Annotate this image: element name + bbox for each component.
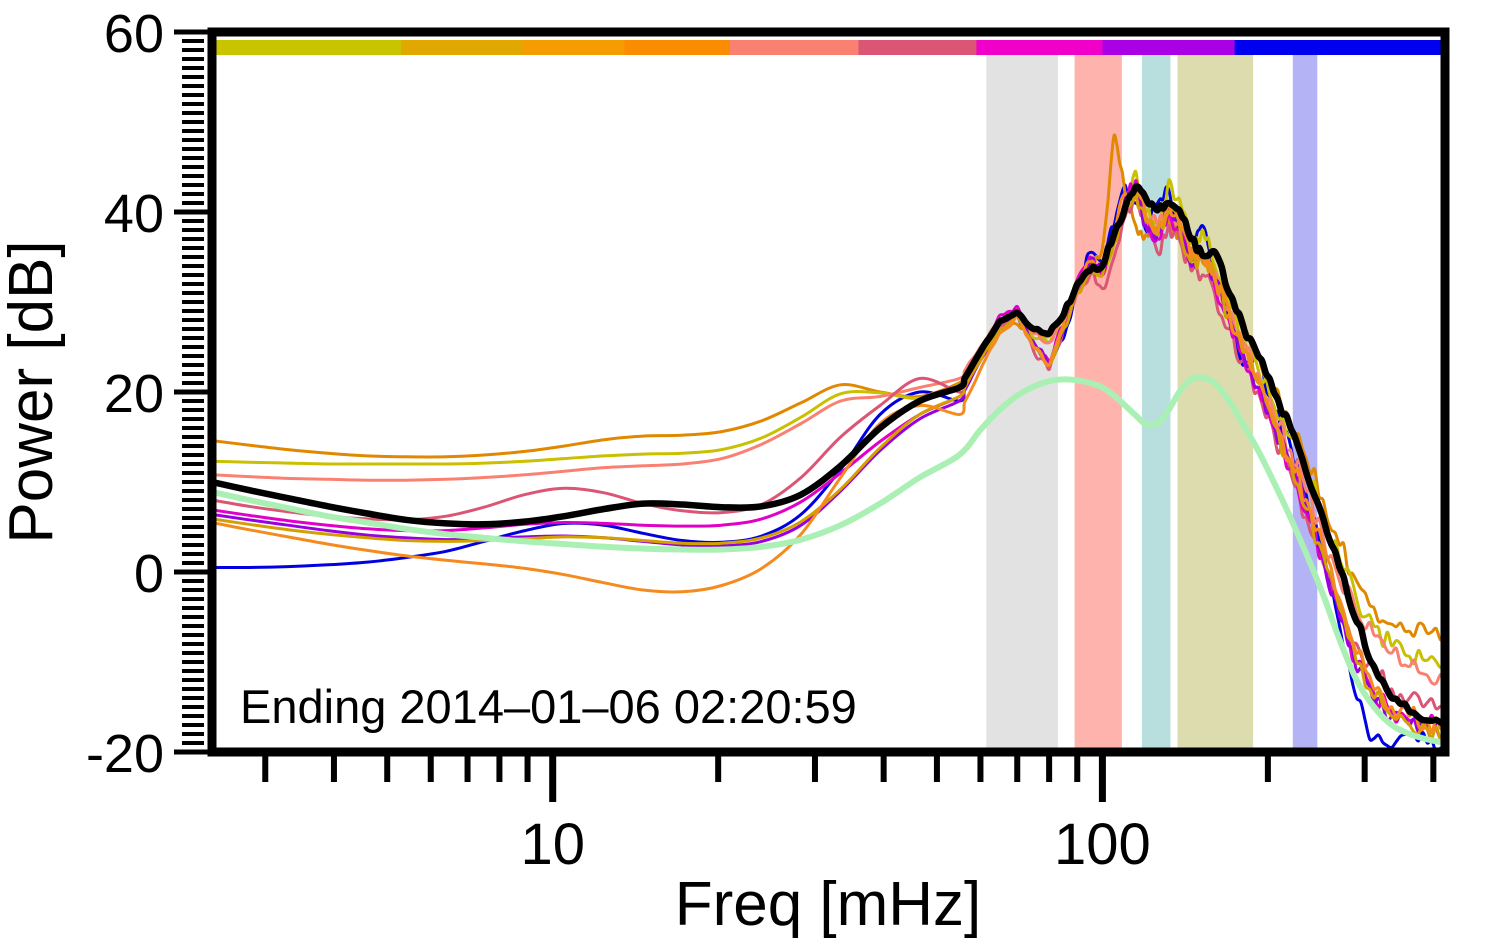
colorbar-band-2 — [401, 40, 524, 55]
highlight-periwinkle — [1292, 52, 1318, 752]
colorbar-band-3 — [522, 40, 626, 55]
colorbar-band-8 — [1102, 40, 1236, 55]
plot-annotation: Ending 2014‒01‒06 02:20:59 — [240, 680, 857, 733]
series-sensor-10-low — [209, 374, 1448, 746]
frame-left — [207, 32, 217, 752]
colorbar-band-7 — [976, 40, 1104, 55]
y-tick-label: 40 — [104, 184, 164, 244]
y-tick-label: 20 — [104, 364, 164, 424]
highlight-cyan — [1141, 52, 1171, 752]
y-axis-label: Power [dB] — [0, 240, 66, 543]
series-group — [208, 133, 1449, 755]
colorbar-band-4 — [624, 40, 731, 55]
colorbar-band-1 — [212, 40, 403, 55]
highlight-gray — [986, 52, 1058, 752]
x-tick-label: 10 — [520, 812, 585, 877]
highlight-pink — [1074, 52, 1122, 752]
x-axis-label: Freq [mHz] — [675, 870, 982, 939]
plot-frame — [207, 27, 1450, 757]
frame-top — [207, 27, 1450, 37]
series-sensor-09 — [210, 183, 1447, 734]
y-tick-label: 60 — [104, 4, 164, 64]
frame-right — [1440, 32, 1450, 752]
colorbar-band-9 — [1234, 40, 1446, 55]
x-tick-label: 100 — [1054, 812, 1151, 877]
y-tick-label: -20 — [86, 724, 164, 784]
top-color-bar — [212, 40, 1446, 55]
y-axis-ticks: -20 0 20 40 60 — [86, 4, 208, 784]
x-axis-ticks: 10 100 — [262, 756, 1437, 877]
highlight-band-group — [986, 52, 1318, 752]
y-tick-label: 0 — [134, 544, 164, 604]
colorbar-band-5 — [729, 40, 860, 55]
colorbar-band-6 — [858, 40, 978, 55]
highlight-khaki — [1177, 52, 1254, 752]
frame-bottom — [207, 747, 1450, 757]
series-mean — [208, 183, 1449, 729]
